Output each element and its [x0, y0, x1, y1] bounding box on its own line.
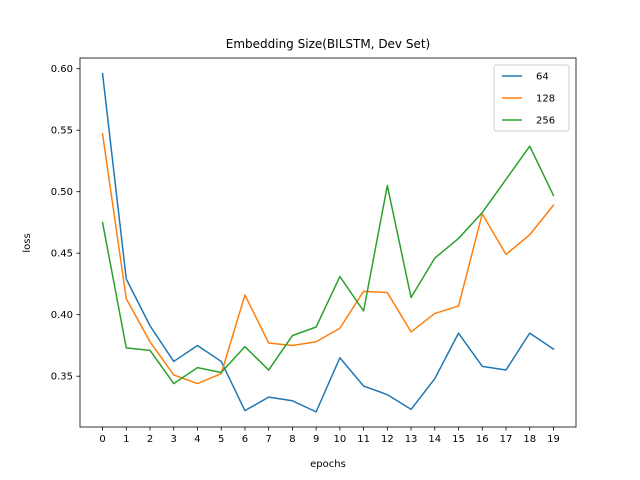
x-tick-label: 5: [218, 434, 224, 445]
x-axis: 0 1 2 3 4 5 6 7 8 9 10 11 12 13 14 15 16 17 18 19: [99, 427, 560, 445]
series-line-64: [101, 72, 555, 413]
series-line-256: [101, 145, 555, 385]
x-tick-label: 10: [333, 434, 346, 445]
y-axis-title: loss: [22, 233, 33, 252]
x-tick-label: 3: [171, 434, 177, 445]
x-tick-label: 4: [194, 434, 200, 445]
y-tick-label: 0.40: [51, 310, 73, 321]
legend-label-128: 128: [536, 94, 555, 105]
x-tick-label: 15: [452, 434, 465, 445]
x-tick-label: 7: [265, 434, 271, 445]
x-tick-label: 13: [405, 434, 418, 445]
y-tick-label: 0.45: [51, 249, 73, 260]
x-tick-label: 18: [523, 434, 536, 445]
y-tick-label: 0.50: [51, 187, 73, 198]
legend-label-256: 256: [536, 116, 555, 127]
series-line-128: [101, 133, 555, 385]
y-axis: 0.35 0.40 0.45 0.50 0.55 0.60: [51, 64, 80, 383]
legend-label-64: 64: [536, 72, 549, 83]
x-tick-label: 0: [99, 434, 105, 445]
legend-box: [493, 64, 570, 132]
y-tick-label: 0.35: [51, 372, 73, 383]
axes-frame: [79, 57, 577, 428]
x-tick-label: 14: [428, 434, 441, 445]
x-tick-label: 6: [242, 434, 248, 445]
x-tick-label: 16: [476, 434, 489, 445]
x-tick-label: 11: [357, 434, 370, 445]
x-tick-label: 19: [547, 434, 560, 445]
x-tick-label: 12: [381, 434, 394, 445]
y-tick-label: 0.55: [51, 126, 73, 137]
legend: 64 128 256: [493, 64, 570, 132]
x-tick-label: 2: [147, 434, 153, 445]
x-tick-label: 9: [313, 434, 319, 445]
x-tick-label: 1: [123, 434, 129, 445]
x-tick-label: 17: [500, 434, 513, 445]
chart-title: Embedding Size(BILSTM, Dev Set): [226, 37, 431, 51]
plot-area: [79, 57, 577, 428]
x-tick-label: 8: [289, 434, 295, 445]
y-tick-label: 0.60: [51, 64, 73, 75]
x-axis-title: epochs: [310, 459, 346, 470]
